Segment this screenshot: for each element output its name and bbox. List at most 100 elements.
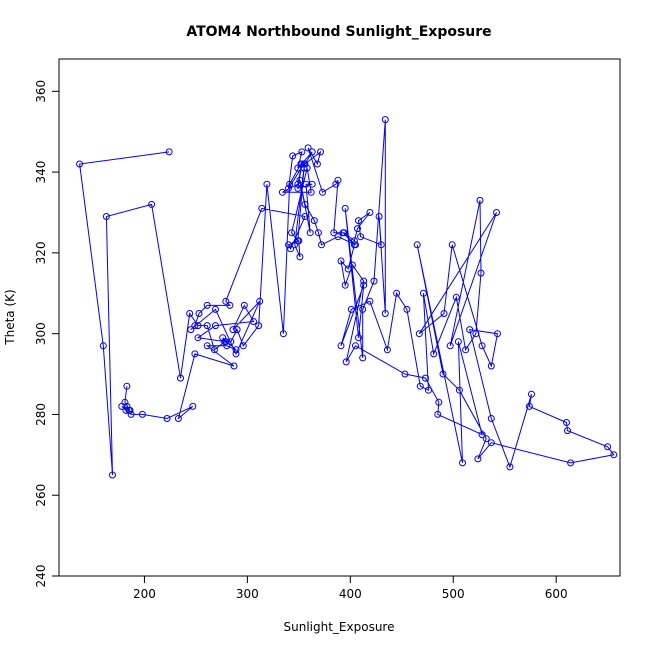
data-point bbox=[278, 188, 286, 196]
data-point bbox=[191, 322, 199, 330]
data-point bbox=[295, 237, 303, 245]
plot-frame bbox=[58, 58, 621, 577]
data-point bbox=[357, 233, 365, 241]
data-point bbox=[383, 346, 391, 354]
data-point bbox=[506, 463, 514, 471]
data-point bbox=[494, 330, 501, 338]
data-point bbox=[298, 160, 306, 168]
data-point bbox=[334, 176, 342, 184]
data-point bbox=[301, 160, 309, 168]
x-tick-label: 400 bbox=[339, 587, 362, 601]
data-point bbox=[354, 225, 361, 233]
data-point bbox=[339, 229, 347, 237]
y-tick-label: 280 bbox=[34, 403, 48, 426]
data-point bbox=[210, 346, 218, 354]
data-point bbox=[177, 374, 184, 382]
data-point bbox=[341, 204, 349, 212]
data-point bbox=[121, 398, 129, 406]
data-point bbox=[478, 342, 486, 350]
y-tick-label: 340 bbox=[34, 161, 48, 184]
data-point bbox=[203, 322, 211, 330]
y-tick-label: 300 bbox=[34, 322, 48, 345]
data-point bbox=[419, 289, 427, 297]
data-point bbox=[310, 217, 318, 225]
y-axis-label: Theta (K) bbox=[3, 289, 17, 345]
data-point bbox=[401, 370, 409, 378]
data-point bbox=[222, 297, 230, 305]
data-point bbox=[564, 427, 571, 435]
data-point bbox=[446, 342, 454, 350]
data-point bbox=[289, 152, 297, 160]
data-point bbox=[416, 382, 424, 390]
y-tick-label: 320 bbox=[34, 241, 48, 264]
data-point bbox=[212, 305, 219, 313]
data-point bbox=[487, 439, 495, 447]
data-point bbox=[258, 204, 266, 212]
data-point bbox=[482, 435, 490, 443]
data-point bbox=[288, 229, 296, 237]
data-point bbox=[301, 200, 309, 208]
data-point bbox=[279, 330, 287, 338]
data-point bbox=[347, 305, 355, 313]
data-point bbox=[355, 334, 362, 342]
y-tick-label: 240 bbox=[34, 565, 48, 588]
data-point bbox=[76, 160, 84, 168]
data-point bbox=[287, 245, 295, 253]
data-point bbox=[448, 241, 456, 249]
x-tick-label: 600 bbox=[545, 587, 568, 601]
x-tick-label: 200 bbox=[133, 587, 156, 601]
data-point bbox=[381, 310, 389, 317]
series-0 bbox=[76, 116, 618, 479]
x-axis: 200 300 400 500 600 bbox=[133, 575, 568, 601]
data-point bbox=[375, 213, 383, 220]
data-point bbox=[195, 310, 203, 317]
data-point bbox=[99, 342, 107, 350]
data-point bbox=[430, 350, 438, 358]
x-tick-label: 500 bbox=[442, 587, 465, 601]
data-point bbox=[381, 116, 389, 124]
data-point bbox=[233, 326, 241, 334]
data-point bbox=[102, 213, 110, 220]
data-series bbox=[76, 116, 618, 479]
data-point bbox=[360, 281, 368, 289]
data-point bbox=[255, 322, 263, 330]
data-point bbox=[138, 410, 146, 418]
data-point bbox=[435, 398, 443, 406]
data-point bbox=[472, 330, 480, 338]
data-point bbox=[525, 402, 533, 410]
data-point bbox=[285, 241, 292, 249]
data-point bbox=[314, 229, 322, 237]
data-point bbox=[307, 188, 315, 196]
data-point bbox=[474, 455, 482, 463]
data-point bbox=[452, 293, 460, 301]
data-point bbox=[317, 148, 324, 156]
data-point bbox=[393, 289, 401, 297]
data-point bbox=[194, 322, 202, 330]
data-point bbox=[348, 261, 356, 269]
data-point bbox=[342, 358, 350, 366]
data-point bbox=[422, 374, 429, 382]
data-point bbox=[563, 419, 570, 426]
data-point bbox=[403, 305, 411, 313]
data-point bbox=[355, 217, 362, 225]
data-point bbox=[286, 180, 294, 188]
data-point bbox=[126, 406, 134, 414]
data-point bbox=[187, 326, 195, 334]
data-point bbox=[318, 241, 325, 249]
data-point bbox=[250, 318, 257, 325]
data-point bbox=[359, 354, 367, 362]
data-point bbox=[109, 471, 116, 479]
data-point bbox=[203, 301, 211, 309]
data-point bbox=[308, 148, 316, 156]
data-point bbox=[604, 443, 612, 451]
data-point bbox=[439, 370, 447, 378]
y-axis: 240 260 280 300 320 340 360 bbox=[34, 80, 60, 588]
data-point bbox=[304, 144, 312, 152]
x-axis-label: Sunlight_Exposure bbox=[284, 620, 395, 634]
data-point bbox=[296, 176, 304, 184]
data-point bbox=[306, 229, 314, 237]
data-point bbox=[232, 350, 240, 358]
data-point bbox=[174, 415, 182, 422]
data-point bbox=[303, 164, 311, 172]
